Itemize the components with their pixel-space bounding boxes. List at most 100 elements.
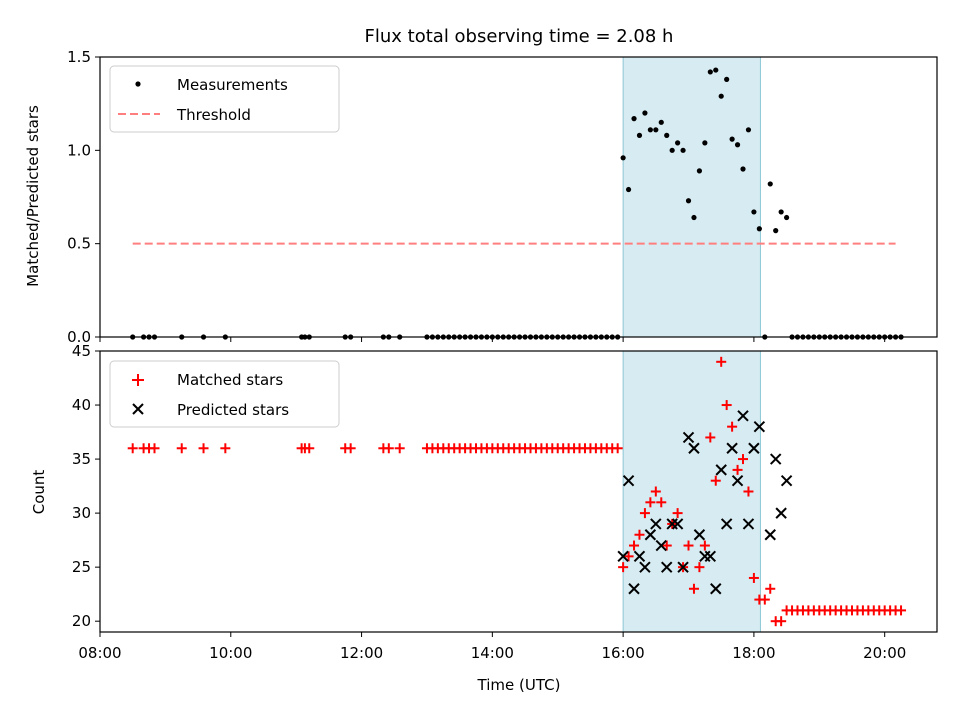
measurement-point [713, 67, 719, 73]
legend-measurements-marker [135, 81, 141, 87]
matched-star-point [612, 443, 623, 454]
top-legend-frame [109, 65, 340, 133]
predicted-star-point [753, 420, 766, 433]
measurement-point [691, 214, 697, 221]
matched-star-point [127, 443, 138, 454]
measurement-point [647, 127, 653, 133]
matched-star-point [732, 464, 743, 475]
predicted-star-point [622, 474, 635, 487]
predicted-star-point [682, 431, 695, 444]
legend-matched-marker [132, 374, 144, 386]
measurement-point [653, 127, 659, 133]
predicted-star-stroke [617, 550, 629, 563]
bottom-x-tick-label: 18:00 [732, 644, 775, 662]
bottom-x-tick-label: 14:00 [471, 644, 514, 662]
matched-star-point [220, 443, 231, 454]
predicted-star-point [628, 583, 640, 595]
measurement-point [658, 119, 664, 125]
measurement-point [625, 186, 632, 193]
top-y-tick-label: 0.0 [67, 328, 91, 346]
predicted-star-stroke [693, 529, 706, 541]
predicted-star-stroke [661, 561, 673, 573]
matched-star-point [759, 594, 770, 605]
bottom-axes-frame [99, 350, 938, 633]
predicted-star-stroke [742, 518, 755, 530]
predicted-star-point [764, 529, 776, 541]
predicted-star-point [677, 561, 689, 573]
measurement-point [675, 140, 681, 146]
matched-star-point [149, 443, 160, 454]
bottom-x-tick-label: 12:00 [340, 644, 383, 662]
predicted-star-stroke [726, 442, 738, 454]
bottom-y-tick-label: 25 [72, 558, 91, 576]
predicted-star-stroke [775, 507, 787, 519]
bottom-matched-points [127, 356, 907, 627]
measurement-point [620, 155, 626, 161]
legend-matched-label: Matched stars [177, 371, 283, 389]
predicted-star-point [742, 518, 755, 530]
matched-star-point [661, 540, 672, 551]
predicted-star-stroke [677, 561, 689, 573]
top-y-tick-label: 0.5 [67, 235, 91, 253]
matched-star-point [683, 540, 694, 551]
measurement-point [767, 181, 773, 187]
predicted-star-stroke [682, 431, 695, 444]
bottom-predicted-points [617, 410, 793, 595]
matched-star-point [639, 508, 650, 519]
predicted-star-point [731, 474, 744, 487]
predicted-star-point [715, 464, 727, 476]
measurement-point [696, 168, 703, 174]
matched-star-point [623, 551, 634, 562]
matched-star-point [688, 583, 699, 594]
measurement-point [784, 214, 790, 221]
matched-star-point [645, 497, 656, 508]
top-legend: Measurements Threshold [109, 65, 340, 133]
predicted-star-point [655, 539, 667, 552]
x-axis-label: Time (UTC) [477, 676, 561, 694]
matched-star-point [304, 443, 315, 454]
top-y-axis-label: Matched/Predicted stars [24, 105, 42, 287]
measurement-point [636, 132, 643, 138]
measurement-point [756, 226, 762, 232]
matched-star-point [694, 562, 705, 573]
predicted-star-stroke [715, 464, 727, 476]
measurement-point [773, 228, 779, 234]
measurement-point [724, 76, 730, 82]
matched-star-point [896, 605, 907, 616]
chart-title: Flux total observing time = 2.08 h [365, 26, 674, 47]
measurement-point [718, 93, 724, 99]
predicted-star-point [720, 518, 733, 530]
predicted-star-point [737, 410, 749, 422]
matched-star-point [629, 540, 640, 551]
predicted-star-stroke [753, 420, 766, 433]
bottom-y-tick-label: 40 [72, 396, 91, 414]
bottom-x-tick-label: 16:00 [602, 644, 645, 662]
bottom-y-tick-label: 35 [72, 450, 91, 468]
matched-star-point [721, 400, 732, 411]
predicted-star-point [710, 583, 722, 595]
predicted-star-stroke [769, 453, 782, 465]
matched-star-point [705, 432, 716, 443]
matched-star-point [345, 443, 356, 454]
predicted-star-stroke [737, 410, 749, 422]
predicted-star-point [650, 518, 662, 530]
measurement-point [680, 147, 686, 153]
predicted-star-stroke [748, 442, 760, 454]
matched-star-point [743, 486, 754, 497]
measurement-point [707, 69, 713, 75]
matched-star-point [672, 508, 683, 519]
matched-star-point [716, 356, 727, 367]
top-axes: 0.0 0.5 1.0 1.5 [67, 48, 938, 346]
bottom-axes: 20 25 30 35 40 45 08:00 10:00 12:00 14:00 16:00 18:… [72, 342, 938, 662]
predicted-star-point [780, 474, 793, 487]
predicted-star-stroke [622, 474, 635, 487]
matched-star-point [748, 572, 759, 583]
matched-star-point [650, 486, 661, 497]
predicted-star-stroke [688, 442, 700, 454]
matched-star-point [656, 497, 667, 508]
bottom-observing-window [622, 350, 761, 633]
predicted-star-point [661, 561, 673, 573]
matched-star-point [699, 540, 710, 551]
predicted-star-stroke [710, 583, 722, 595]
